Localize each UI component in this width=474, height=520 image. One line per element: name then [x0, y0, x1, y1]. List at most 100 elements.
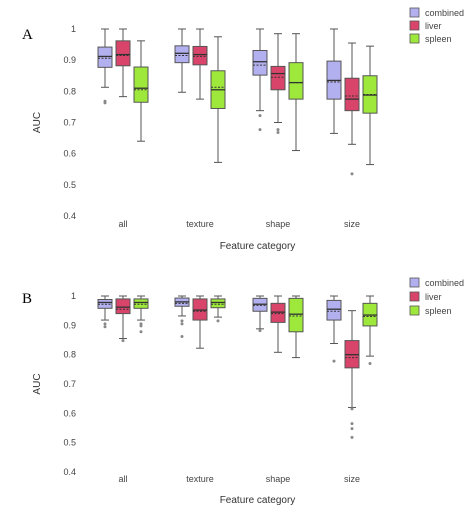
box-body	[210, 298, 226, 309]
y-tick-label: 1	[71, 291, 76, 301]
x-tick-label: texture	[186, 474, 214, 484]
box-spleen-size	[362, 295, 378, 365]
legend-label-combined: combined	[425, 8, 464, 18]
legend-label-liver: liver	[425, 21, 442, 31]
outlier-point	[180, 334, 184, 338]
outlier-point	[276, 130, 280, 134]
x-tick-label: all	[118, 219, 127, 229]
box-body	[174, 45, 190, 64]
box-spleen-all	[133, 40, 149, 142]
x-tick-label: shape	[266, 474, 291, 484]
legend-label-liver: liver	[425, 292, 442, 302]
outlier-point	[216, 319, 220, 323]
box-spleen-texture	[210, 36, 226, 163]
x-tick-label: size	[344, 219, 360, 229]
box-combined-size	[326, 28, 342, 134]
outlier-point	[258, 114, 262, 118]
box-body	[288, 297, 304, 333]
outlier-point	[139, 330, 143, 334]
y-tick-label: 0.5	[63, 438, 76, 448]
box-combined-size	[326, 295, 342, 363]
outlier-point	[103, 101, 107, 105]
box-liver-texture	[192, 28, 208, 100]
outlier-point	[332, 359, 336, 363]
box-spleen-shape	[288, 295, 304, 359]
box-liver-shape	[270, 295, 286, 353]
box-combined-texture	[174, 28, 190, 93]
box-combined-all	[97, 28, 113, 105]
box-liver-all	[115, 295, 131, 343]
outlier-point	[258, 329, 262, 333]
x-tick-label: all	[118, 474, 127, 484]
outlier-point	[180, 319, 184, 323]
outlier-point	[103, 322, 107, 326]
y-tick-label: 0.5	[63, 180, 76, 190]
outlier-point	[350, 172, 354, 176]
legend-swatch-liver	[409, 291, 420, 302]
legend-label-combined: combined	[425, 278, 464, 288]
y-axis-title: AUC	[32, 373, 43, 394]
outlier-point	[276, 128, 280, 132]
x-axis-title: Feature category	[220, 495, 296, 506]
outlier-point	[121, 339, 125, 343]
box-body	[326, 299, 342, 321]
panel-label: A	[22, 27, 33, 43]
y-tick-label: 0.8	[63, 350, 76, 360]
panel-label: B	[22, 291, 32, 307]
y-tick-label: 0.7	[63, 379, 76, 389]
box-body	[270, 65, 286, 91]
outlier-point	[350, 422, 354, 426]
legend-label-spleen: spleen	[425, 34, 452, 44]
outlier-point	[139, 322, 143, 326]
box-spleen-shape	[288, 33, 304, 152]
box-body	[288, 62, 304, 100]
box-body	[97, 46, 113, 68]
legend-label-spleen: spleen	[425, 306, 452, 316]
box-body	[115, 40, 131, 67]
box-body	[133, 66, 149, 103]
y-tick-label: 0.6	[63, 149, 76, 159]
y-axis-title: AUC	[32, 112, 43, 133]
legend-swatch-combined	[409, 7, 420, 18]
box-combined-shape	[252, 295, 268, 333]
box-body	[115, 298, 131, 315]
legend-swatch-spleen	[409, 33, 420, 44]
outlier-point	[103, 325, 107, 329]
box-spleen-all	[133, 295, 149, 334]
box-liver-all	[115, 28, 131, 98]
box-liver-texture	[192, 295, 208, 349]
box-combined-shape	[252, 28, 268, 132]
outlier-point	[368, 361, 372, 365]
y-tick-label: 0.9	[63, 55, 76, 65]
box-body	[133, 298, 149, 309]
x-axis-title: Feature category	[220, 241, 296, 252]
legend-swatch-liver	[409, 20, 420, 31]
x-tick-label: shape	[266, 219, 291, 229]
outlier-point	[350, 435, 354, 439]
y-tick-label: 0.8	[63, 86, 76, 96]
outlier-point	[350, 427, 354, 431]
box-spleen-texture	[210, 295, 226, 323]
y-tick-label: 0.4	[63, 467, 76, 477]
outlier-point	[180, 322, 184, 326]
box-liver-size	[344, 42, 360, 176]
y-tick-label: 0.9	[63, 320, 76, 330]
box-body	[252, 50, 268, 76]
legend-swatch-combined	[409, 277, 420, 288]
y-tick-label: 1	[71, 24, 76, 34]
x-tick-label: size	[344, 474, 360, 484]
box-combined-all	[97, 295, 113, 329]
box-body	[344, 77, 360, 112]
outlier-point	[139, 324, 143, 328]
box-body	[192, 45, 208, 66]
outlier-point	[350, 407, 354, 411]
outlier-point	[258, 128, 262, 132]
y-tick-label: 0.4	[63, 211, 76, 221]
box-combined-texture	[174, 295, 190, 338]
box-liver-shape	[270, 33, 286, 134]
y-tick-label: 0.7	[63, 118, 76, 128]
legend-swatch-spleen	[409, 305, 420, 316]
y-tick-label: 0.6	[63, 408, 76, 418]
x-tick-label: texture	[186, 219, 214, 229]
